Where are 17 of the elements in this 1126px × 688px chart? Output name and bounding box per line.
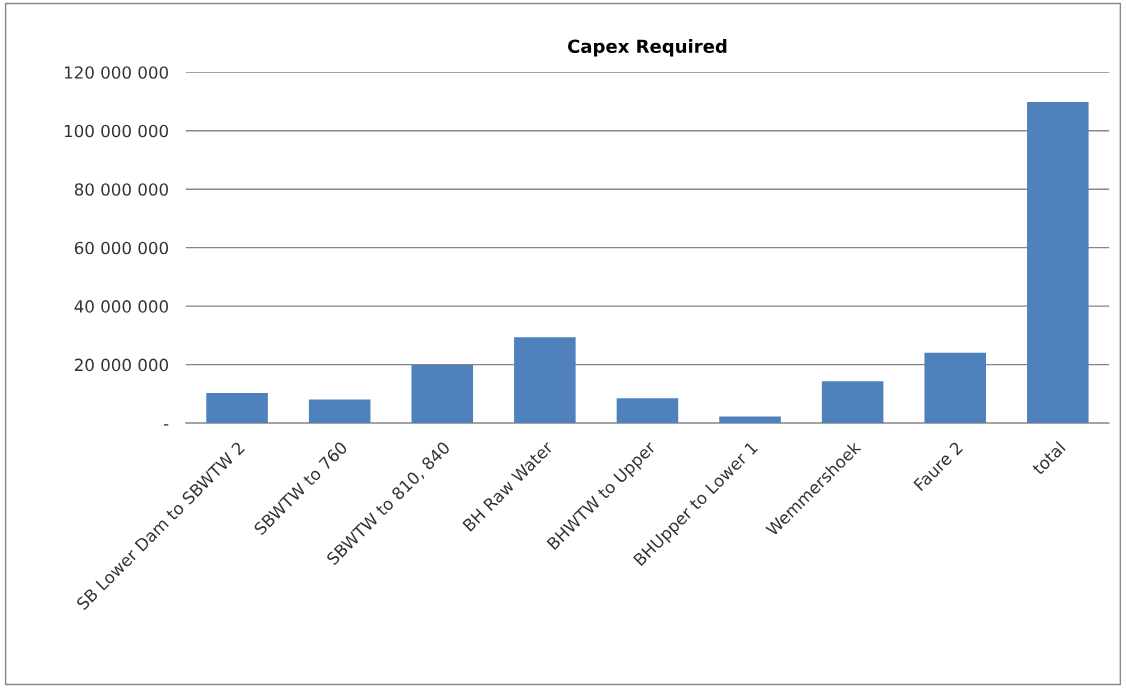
y-tick-label: - bbox=[163, 424, 169, 426]
bar bbox=[924, 352, 986, 424]
bar bbox=[514, 337, 576, 424]
y-tick-label: 120 000 000 bbox=[64, 66, 169, 79]
bar bbox=[616, 398, 679, 424]
y-tick-label: 60 000 000 bbox=[74, 241, 169, 255]
y-tick-label: 20 000 000 bbox=[74, 358, 169, 372]
bar bbox=[719, 416, 781, 424]
bar bbox=[411, 364, 474, 424]
bar bbox=[1027, 102, 1089, 424]
bar bbox=[821, 381, 884, 424]
bar bbox=[206, 393, 268, 424]
y-tick-label: 80 000 000 bbox=[74, 183, 169, 196]
bar bbox=[308, 399, 371, 424]
chart-title: Capex Required bbox=[567, 39, 727, 57]
y-tick-label: 100 000 000 bbox=[64, 124, 169, 138]
y-tick-label: 40 000 000 bbox=[74, 300, 169, 313]
